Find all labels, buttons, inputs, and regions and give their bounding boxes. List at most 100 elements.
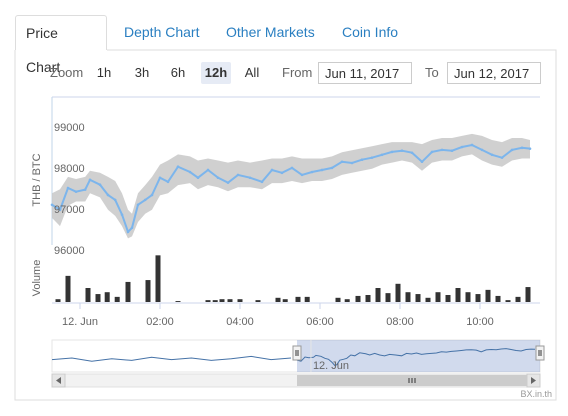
price-point (206, 168, 210, 172)
volume-bar (125, 281, 131, 302)
tab[interactable]: Price Chart (15, 15, 107, 75)
price-point (188, 170, 192, 174)
volume-bar (455, 288, 461, 302)
volume-bar (85, 288, 91, 302)
price-point (380, 153, 384, 157)
price-point (360, 158, 364, 162)
price-point (410, 151, 414, 155)
price-point (520, 146, 524, 150)
volume-bar (275, 297, 281, 302)
volume-bar (515, 296, 521, 302)
volume-bar (425, 297, 431, 302)
price-point (450, 149, 454, 152)
price-point (83, 188, 87, 191)
price-point (236, 173, 240, 177)
volume-bar (295, 296, 301, 302)
scroll-left-arrow (56, 377, 61, 384)
price-point (66, 186, 70, 190)
navigator-selection[interactable] (296, 340, 540, 372)
price-point (290, 166, 294, 170)
price-point (350, 161, 354, 165)
tab[interactable]: Depth Chart (124, 24, 200, 40)
from-input[interactable]: Jun 11, 2017 (318, 62, 412, 84)
zoom-button[interactable]: 6h (170, 65, 186, 80)
volume-bar (415, 294, 421, 302)
volume-bar (395, 283, 401, 302)
volume-bar (219, 299, 225, 302)
price-point (420, 160, 424, 164)
navigator-handle[interactable] (535, 345, 545, 361)
price-point (320, 168, 324, 172)
y-axis-label: THB / BTC (31, 153, 43, 206)
zoom-button[interactable]: 3h (134, 65, 150, 80)
volume-bar (355, 295, 361, 302)
tab[interactable]: Coin Info (342, 24, 399, 40)
price-point (430, 150, 434, 154)
volume-bar (212, 300, 218, 302)
price-point (166, 180, 170, 184)
volume-bar (335, 297, 341, 302)
volume-axis-label: Volume (31, 260, 43, 297)
volume-bar (525, 287, 531, 302)
x-tick-label: 06:00 (306, 316, 334, 328)
volume-bar (255, 300, 261, 302)
y-tick-label: 99000 (54, 122, 85, 134)
navigator-line (296, 348, 536, 367)
x-tick-label: 08:00 (386, 316, 414, 328)
price-point (98, 183, 102, 187)
price-point (216, 176, 220, 180)
zoom-button[interactable]: All (244, 65, 260, 80)
volume-bar (65, 275, 71, 302)
price-point (248, 176, 252, 180)
volume-bar (104, 292, 110, 302)
price-point (126, 230, 130, 234)
volume-bar (405, 292, 411, 302)
volume-bar (375, 288, 381, 302)
navigator-tick-label: 12. Jun (313, 360, 349, 372)
price-point (130, 226, 134, 230)
volume-bar (365, 295, 371, 302)
volume-bar (505, 300, 511, 302)
price-point (400, 149, 404, 152)
price-point (158, 176, 162, 180)
price-point (280, 171, 284, 175)
x-tick-label: 04:00 (226, 316, 254, 328)
volume-bar (114, 296, 120, 302)
volume-bar (495, 295, 501, 302)
volume-bar (445, 295, 451, 302)
price-point (270, 168, 274, 172)
to-input[interactable]: Jun 12, 2017 (447, 62, 541, 84)
y-tick-label: 97000 (54, 204, 85, 216)
price-point (460, 145, 464, 149)
tab[interactable]: Other Markets (226, 24, 315, 40)
price-point (88, 178, 92, 182)
price-point (440, 148, 444, 152)
price-point (470, 143, 474, 147)
price-point (143, 198, 147, 202)
volume-bar (304, 296, 310, 302)
price-point (74, 190, 78, 193)
volume-bar (175, 301, 181, 302)
navigator-history-line (51, 355, 292, 362)
price-point (106, 193, 110, 197)
scroll-right-arrow (531, 377, 536, 384)
volume-bar (145, 280, 151, 302)
zoom-button[interactable]: 12h (201, 62, 231, 84)
price-point (500, 156, 504, 159)
navigator-handle[interactable] (292, 345, 302, 361)
volume-bar (227, 299, 233, 302)
volume-bar (344, 299, 350, 302)
price-point (113, 198, 117, 202)
volume-bar (237, 299, 243, 302)
panel-border (14, 49, 557, 401)
price-point (300, 173, 304, 177)
price-point (58, 208, 62, 212)
price-point (310, 170, 314, 174)
range-band (52, 133, 530, 239)
price-point (528, 147, 532, 150)
x-tick-label: 12. Jun (62, 316, 98, 328)
price-point (136, 203, 140, 207)
volume-bar (475, 294, 481, 302)
zoom-button[interactable]: 1h (96, 65, 112, 80)
